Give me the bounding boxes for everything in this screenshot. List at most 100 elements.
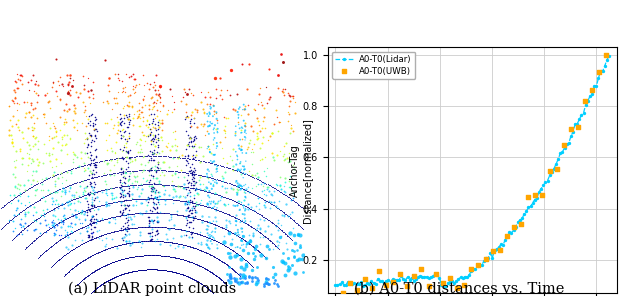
Point xyxy=(48,263,58,268)
Point xyxy=(125,104,135,108)
Point xyxy=(238,273,248,277)
Point xyxy=(140,239,150,244)
Point xyxy=(181,207,191,212)
Point xyxy=(232,119,242,124)
Point xyxy=(294,203,304,207)
Point xyxy=(154,225,164,229)
Point xyxy=(73,195,83,200)
Point xyxy=(122,166,131,171)
Point xyxy=(146,267,156,272)
Point xyxy=(58,254,68,258)
Point xyxy=(205,288,215,293)
Point xyxy=(175,227,185,232)
Point xyxy=(148,101,157,106)
Point xyxy=(115,208,125,213)
Point xyxy=(23,126,33,131)
Point xyxy=(118,156,128,160)
Text: (a) LiDAR point clouds: (a) LiDAR point clouds xyxy=(68,281,236,296)
Point xyxy=(151,182,161,187)
Point xyxy=(82,192,92,197)
Point xyxy=(35,233,45,237)
Point xyxy=(88,188,98,193)
Point xyxy=(71,228,81,233)
Point xyxy=(18,208,28,213)
Point xyxy=(268,265,278,269)
Point xyxy=(9,235,19,240)
Point xyxy=(234,199,244,204)
Point xyxy=(240,216,250,221)
Point xyxy=(87,270,97,274)
Point xyxy=(118,105,128,110)
Point xyxy=(298,226,308,231)
Point xyxy=(76,194,86,199)
Point xyxy=(208,234,218,239)
Point xyxy=(153,87,162,92)
Point xyxy=(11,213,21,218)
Point xyxy=(175,227,185,232)
Point xyxy=(20,221,30,226)
Point xyxy=(275,174,285,179)
Point xyxy=(215,197,225,202)
Point xyxy=(275,120,285,124)
Point xyxy=(206,230,216,235)
A0-T0(Lidar) xyxy=(514,220,521,224)
Point xyxy=(153,267,163,272)
Point xyxy=(108,96,118,101)
Point xyxy=(33,255,43,260)
Point xyxy=(157,103,167,108)
Point xyxy=(231,251,241,255)
Point xyxy=(199,234,209,238)
Point xyxy=(171,241,181,246)
A0-T0(UWB) xyxy=(388,279,398,284)
Point xyxy=(203,202,213,207)
Point xyxy=(237,229,247,234)
Point xyxy=(204,180,214,185)
Point xyxy=(122,149,131,154)
Point xyxy=(225,220,235,225)
Point xyxy=(204,215,214,219)
Point xyxy=(267,131,277,136)
Point xyxy=(78,277,88,281)
Point xyxy=(191,231,201,236)
Point xyxy=(123,169,133,174)
Point xyxy=(231,270,241,275)
Point xyxy=(101,158,111,163)
Point xyxy=(202,160,211,164)
Point xyxy=(201,219,211,223)
Point xyxy=(154,197,164,202)
Point xyxy=(145,131,155,135)
Point xyxy=(210,123,220,128)
Point xyxy=(185,169,195,174)
Point xyxy=(80,150,90,155)
Point xyxy=(215,163,224,168)
Point xyxy=(74,180,84,184)
Point xyxy=(95,188,105,193)
Point xyxy=(210,75,220,80)
Point xyxy=(140,253,150,258)
Point xyxy=(219,240,229,245)
Point xyxy=(258,234,268,239)
Point xyxy=(150,133,160,138)
Point xyxy=(159,168,169,173)
Point xyxy=(205,102,215,106)
Point xyxy=(82,239,92,244)
Point xyxy=(182,243,192,248)
Point xyxy=(242,240,252,244)
Point xyxy=(124,169,134,173)
Point xyxy=(190,157,200,162)
Point xyxy=(188,139,198,144)
Point xyxy=(120,203,130,208)
Point xyxy=(188,276,198,281)
Point xyxy=(269,158,279,163)
Text: (b) A0-T0 distances vs. Time: (b) A0-T0 distances vs. Time xyxy=(353,282,564,296)
Point xyxy=(10,94,20,99)
Point xyxy=(242,205,252,210)
Point xyxy=(201,284,211,289)
Point xyxy=(130,154,140,159)
Point xyxy=(90,165,100,170)
Point xyxy=(115,213,125,218)
Point xyxy=(215,76,224,81)
Point xyxy=(104,261,113,266)
Point xyxy=(25,77,35,82)
Point xyxy=(153,239,163,244)
